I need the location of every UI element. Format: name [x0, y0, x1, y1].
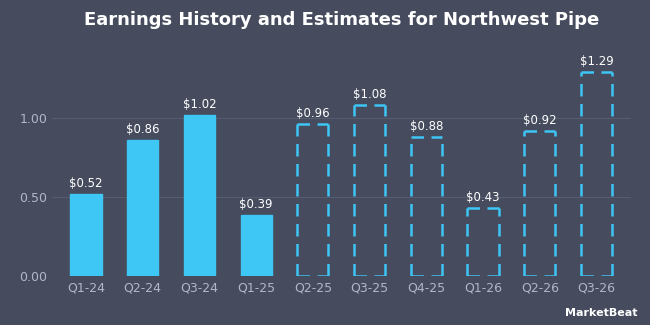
Text: $0.96: $0.96 [296, 108, 330, 121]
Title: Earnings History and Estimates for Northwest Pipe: Earnings History and Estimates for North… [84, 11, 599, 29]
Text: $0.52: $0.52 [70, 177, 103, 190]
Bar [240, 214, 272, 276]
Bar [127, 140, 159, 276]
Bar [70, 194, 101, 276]
Text: $1.29: $1.29 [580, 55, 614, 68]
Text: $0.88: $0.88 [410, 120, 443, 133]
Text: $0.86: $0.86 [126, 123, 159, 136]
Bar [184, 115, 215, 276]
Text: MarketBeat: MarketBeat [564, 308, 637, 318]
Text: $0.92: $0.92 [523, 114, 556, 127]
Text: $1.08: $1.08 [353, 88, 386, 101]
Text: $0.43: $0.43 [466, 191, 500, 204]
Text: $0.39: $0.39 [239, 198, 273, 211]
Text: $1.02: $1.02 [183, 98, 216, 111]
